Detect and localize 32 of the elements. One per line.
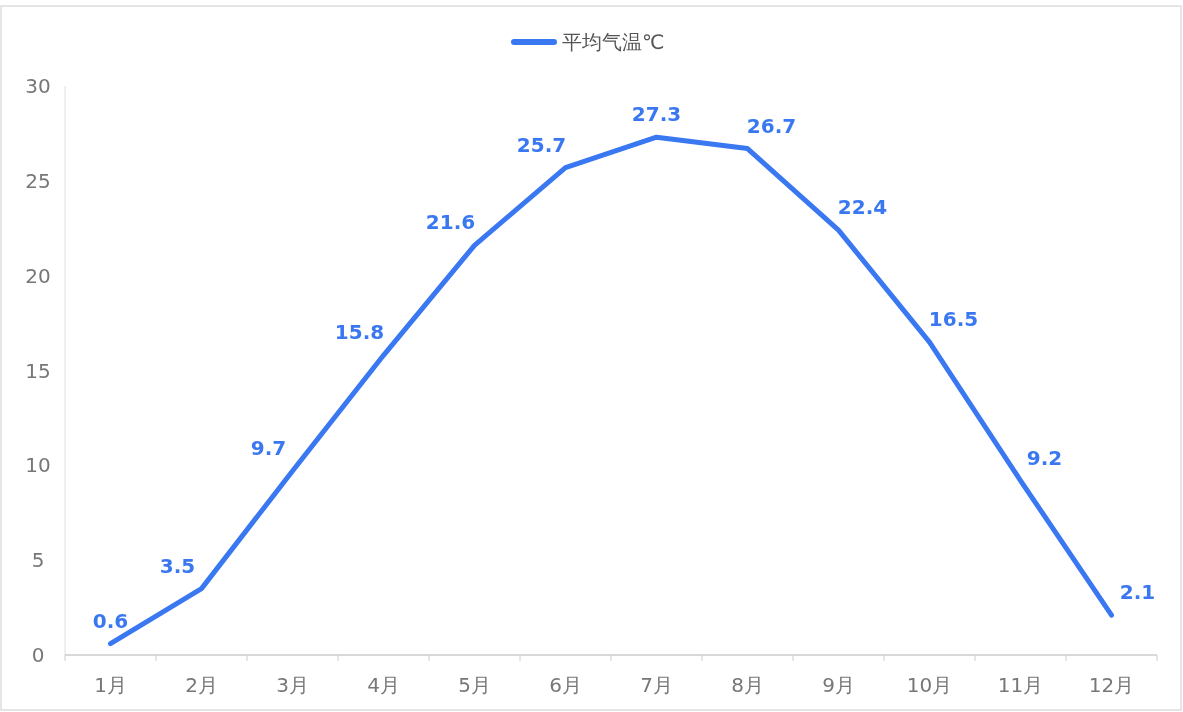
x-tick-label: 2月	[185, 673, 218, 697]
data-label: 9.2	[1026, 445, 1063, 470]
data-label: 16.5	[928, 307, 979, 332]
x-tick-label: 11月	[997, 673, 1044, 697]
legend-label: 平均气温℃	[562, 30, 665, 54]
data-label: 15.8	[334, 320, 385, 345]
y-tick-label: 10	[25, 453, 51, 478]
x-tick-label: 8月	[731, 673, 764, 697]
x-tick-label: 10月	[906, 673, 953, 697]
y-tick-label: 20	[25, 263, 51, 288]
x-tick-label: 4月	[367, 673, 400, 697]
y-tick-label: 15	[25, 358, 51, 383]
y-tick-label: 0	[31, 643, 45, 667]
data-label: 2.1	[1119, 580, 1156, 605]
x-tick-label: 9月	[822, 673, 855, 697]
x-tick-label: 6月	[549, 673, 582, 697]
y-tick-label: 30	[25, 74, 51, 98]
data-label: 22.4	[837, 195, 888, 220]
x-tick-label: 5月	[458, 673, 491, 697]
x-tick-label: 1月	[94, 673, 127, 697]
data-label: 27.3	[631, 102, 682, 127]
data-label: 3.5	[159, 553, 196, 578]
y-tick-label: 5	[31, 548, 45, 573]
data-label: 26.7	[746, 113, 797, 138]
data-label: 25.7	[516, 132, 567, 157]
y-tick-label: 25	[25, 168, 51, 193]
data-label: 0.6	[92, 608, 129, 633]
data-label: 21.6	[425, 210, 476, 235]
x-tick-label: 3月	[276, 673, 309, 697]
x-tick-label: 12月	[1088, 673, 1135, 697]
x-tick-label: 7月	[640, 673, 673, 697]
data-label: 9.7	[250, 436, 287, 461]
